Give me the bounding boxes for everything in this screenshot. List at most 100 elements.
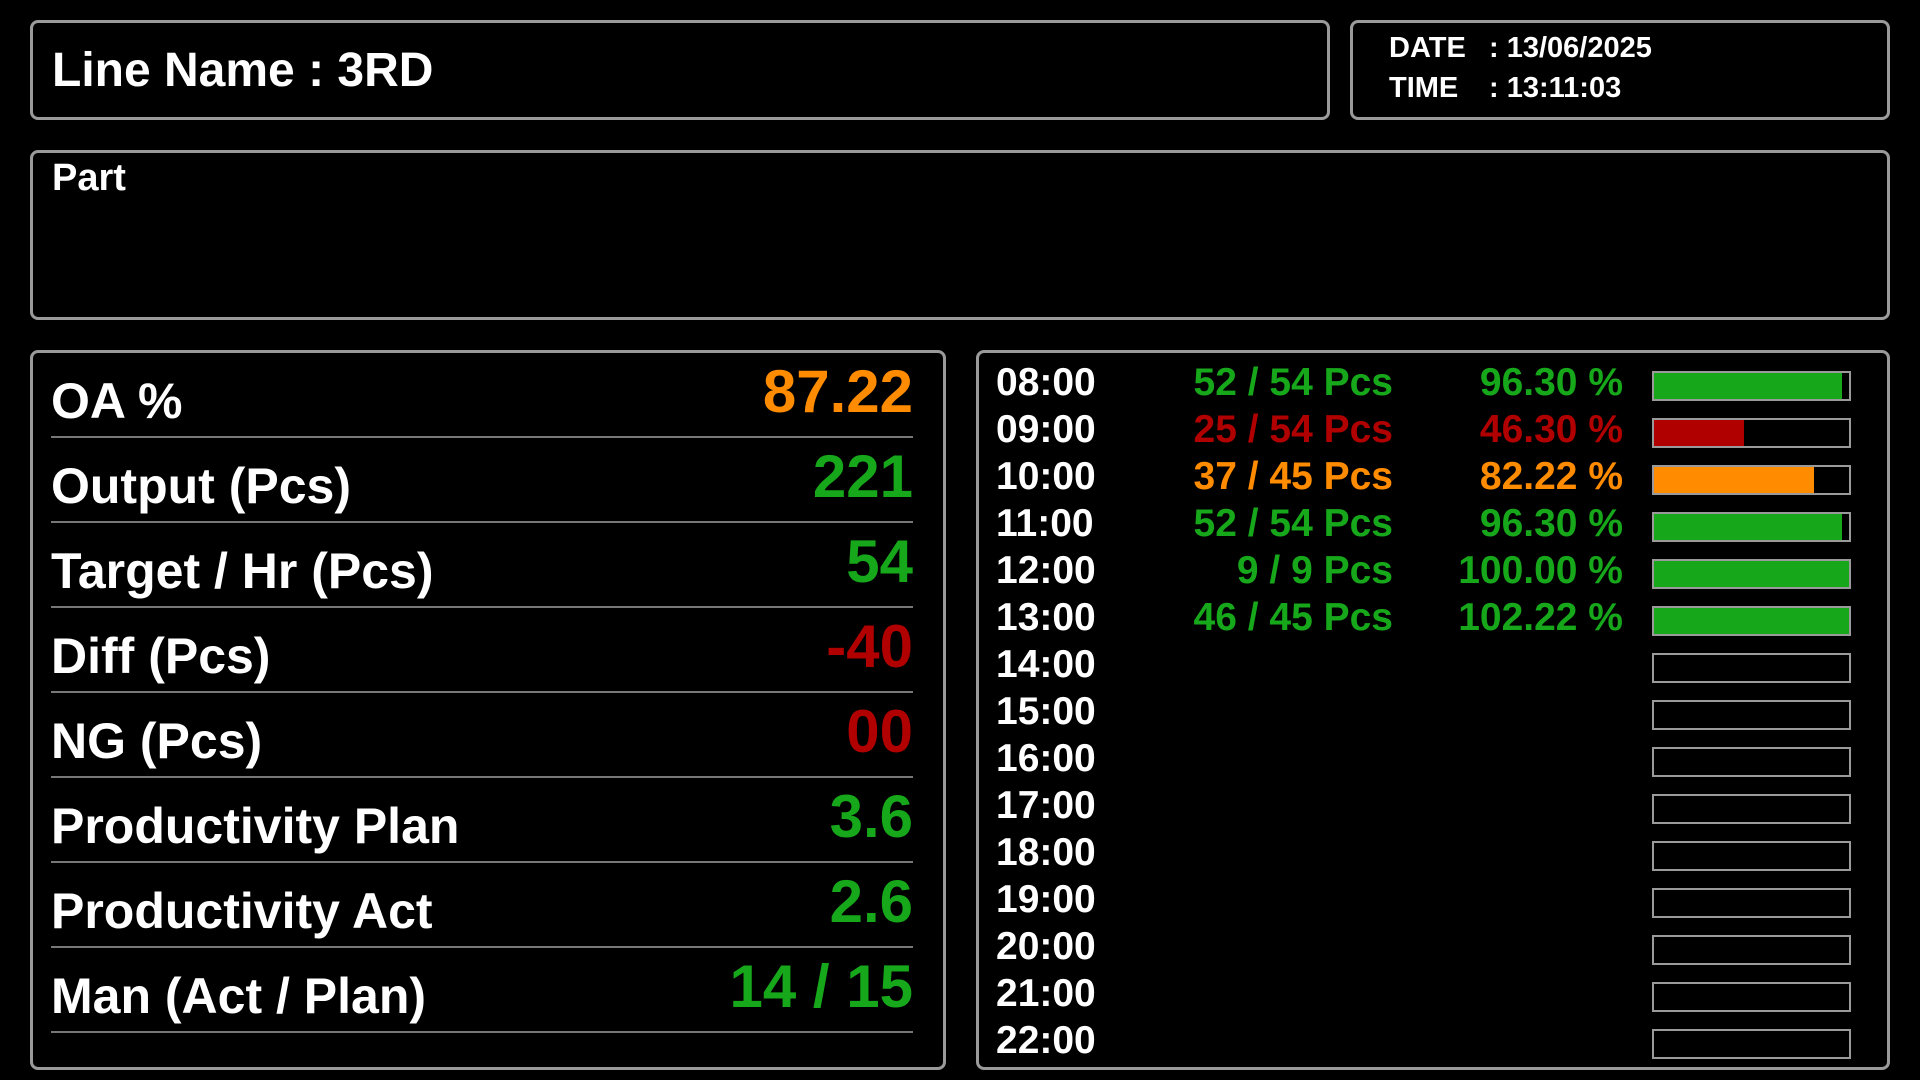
hour-percent: 96.30 % [1479, 361, 1623, 404]
metric-value: 2.6 [829, 868, 913, 935]
hour-percent: 96.30 % [1479, 502, 1623, 545]
metrics-panel: OA % 87.22 Output (Pcs) 221 Target / Hr (Pcs… [30, 350, 946, 1070]
hour-progress-bar [1652, 794, 1851, 824]
metric-label: NG (Pcs) [51, 713, 263, 769]
time-row: TIME : 13:11:03 [1389, 72, 1621, 105]
hour-progress-bar [1652, 935, 1851, 965]
hour-progress-bar [1652, 606, 1851, 636]
hour-pcs: 52 / 54 Pcs [1193, 361, 1394, 404]
hour-progress-fill [1654, 420, 1745, 446]
hour-progress-bar [1652, 465, 1851, 495]
hour-row: 12:00 9 / 9 Pcs 100.00 % [979, 549, 1887, 596]
hour-progress-bar [1652, 700, 1851, 730]
datetime-panel: DATE : 13/06/2025 TIME : 13:11:03 [1350, 20, 1890, 120]
hour-time: 12:00 [996, 549, 1096, 592]
line-name-panel: Line Name : 3RD [30, 20, 1330, 120]
hour-progress-bar [1652, 747, 1851, 777]
hour-percent: 46.30 % [1479, 408, 1623, 451]
metric-row: OA % 87.22 [51, 353, 913, 438]
line-name-title: Line Name : 3RD [52, 44, 434, 97]
time-value: : 13:11:03 [1489, 72, 1622, 104]
part-label: Part [52, 157, 126, 199]
hour-progress-fill [1654, 467, 1815, 493]
hour-pcs: 37 / 45 Pcs [1193, 455, 1394, 498]
hour-pcs: 52 / 54 Pcs [1193, 502, 1394, 545]
hour-time: 13:00 [996, 596, 1096, 639]
metric-value: 00 [846, 698, 913, 765]
hour-row: 20:00 [979, 925, 1887, 972]
hour-progress-bar [1652, 841, 1851, 871]
hour-percent: 102.22 % [1458, 596, 1623, 639]
hour-row: 15:00 [979, 690, 1887, 737]
hour-time: 20:00 [996, 925, 1096, 968]
metric-label: OA % [51, 373, 183, 429]
hour-time: 15:00 [996, 690, 1096, 733]
hour-row: 22:00 [979, 1019, 1887, 1066]
hour-row: 21:00 [979, 972, 1887, 1019]
date-label: DATE [1389, 32, 1466, 64]
hour-time: 22:00 [996, 1019, 1096, 1062]
metric-label: Man (Act / Plan) [51, 968, 427, 1024]
date-value: : 13/06/2025 [1489, 32, 1652, 64]
part-panel: Part [30, 150, 1890, 320]
hour-percent: 100.00 % [1458, 549, 1623, 592]
hour-progress-bar [1652, 653, 1851, 683]
hour-time: 16:00 [996, 737, 1096, 780]
hour-pcs: 9 / 9 Pcs [1236, 549, 1393, 592]
metric-value: 3.6 [829, 783, 913, 850]
hour-time: 17:00 [996, 784, 1096, 827]
metric-label: Target / Hr (Pcs) [51, 543, 434, 599]
metric-row: Target / Hr (Pcs) 54 [51, 523, 913, 608]
hour-row: 17:00 [979, 784, 1887, 831]
metric-label: Output (Pcs) [51, 458, 351, 514]
hour-progress-fill [1654, 561, 1849, 587]
metric-value: -40 [826, 613, 913, 680]
metric-row: Diff (Pcs) -40 [51, 608, 913, 693]
hour-row: 18:00 [979, 831, 1887, 878]
metric-label: Productivity Plan [51, 798, 460, 854]
metric-value: 221 [812, 443, 913, 510]
hour-time: 21:00 [996, 972, 1096, 1015]
metric-label: Diff (Pcs) [51, 628, 271, 684]
hour-progress-fill [1654, 608, 1849, 634]
metric-row: Output (Pcs) 221 [51, 438, 913, 523]
hour-row: 14:00 [979, 643, 1887, 690]
hour-pcs: 25 / 54 Pcs [1193, 408, 1394, 451]
hour-row: 16:00 [979, 737, 1887, 784]
hour-time: 14:00 [996, 643, 1096, 686]
metric-row: Productivity Plan 3.6 [51, 778, 913, 863]
hour-row: 09:00 25 / 54 Pcs 46.30 % [979, 408, 1887, 455]
hour-progress-bar [1652, 888, 1851, 918]
hour-time: 11:00 [996, 502, 1094, 545]
hour-pcs: 46 / 45 Pcs [1193, 596, 1394, 639]
metric-label: Productivity Act [51, 883, 433, 939]
date-row: DATE : 13/06/2025 [1389, 32, 1652, 65]
hourly-panel: 08:00 52 / 54 Pcs 96.30 % 09:00 25 / 54 Pcs 4… [976, 350, 1890, 1070]
hour-progress-bar [1652, 371, 1851, 401]
hour-progress-bar [1652, 418, 1851, 448]
metric-value: 87.22 [762, 358, 913, 425]
metric-row: NG (Pcs) 00 [51, 693, 913, 778]
metric-value: 14 / 15 [729, 953, 914, 1020]
hour-row: 13:00 46 / 45 Pcs 102.22 % [979, 596, 1887, 643]
hour-progress-fill [1654, 514, 1842, 540]
metric-value: 54 [846, 528, 913, 595]
hour-row: 10:00 37 / 45 Pcs 82.22 % [979, 455, 1887, 502]
hour-progress-bar [1652, 1029, 1851, 1059]
hour-time: 09:00 [996, 408, 1096, 451]
hour-progress-bar [1652, 512, 1851, 542]
hour-row: 11:00 52 / 54 Pcs 96.30 % [979, 502, 1887, 549]
hour-row: 08:00 52 / 54 Pcs 96.30 % [979, 361, 1887, 408]
hour-time: 19:00 [996, 878, 1096, 921]
hour-progress-bar [1652, 559, 1851, 589]
hour-time: 18:00 [996, 831, 1096, 874]
metric-row: Productivity Act 2.6 [51, 863, 913, 948]
hour-row: 19:00 [979, 878, 1887, 925]
hour-percent: 82.22 % [1479, 455, 1623, 498]
hour-time: 08:00 [996, 361, 1096, 404]
hour-progress-bar [1652, 982, 1851, 1012]
metric-row: Man (Act / Plan) 14 / 15 [51, 948, 913, 1033]
hour-time: 10:00 [996, 455, 1096, 498]
hour-progress-fill [1654, 373, 1842, 399]
time-label: TIME [1389, 72, 1459, 104]
